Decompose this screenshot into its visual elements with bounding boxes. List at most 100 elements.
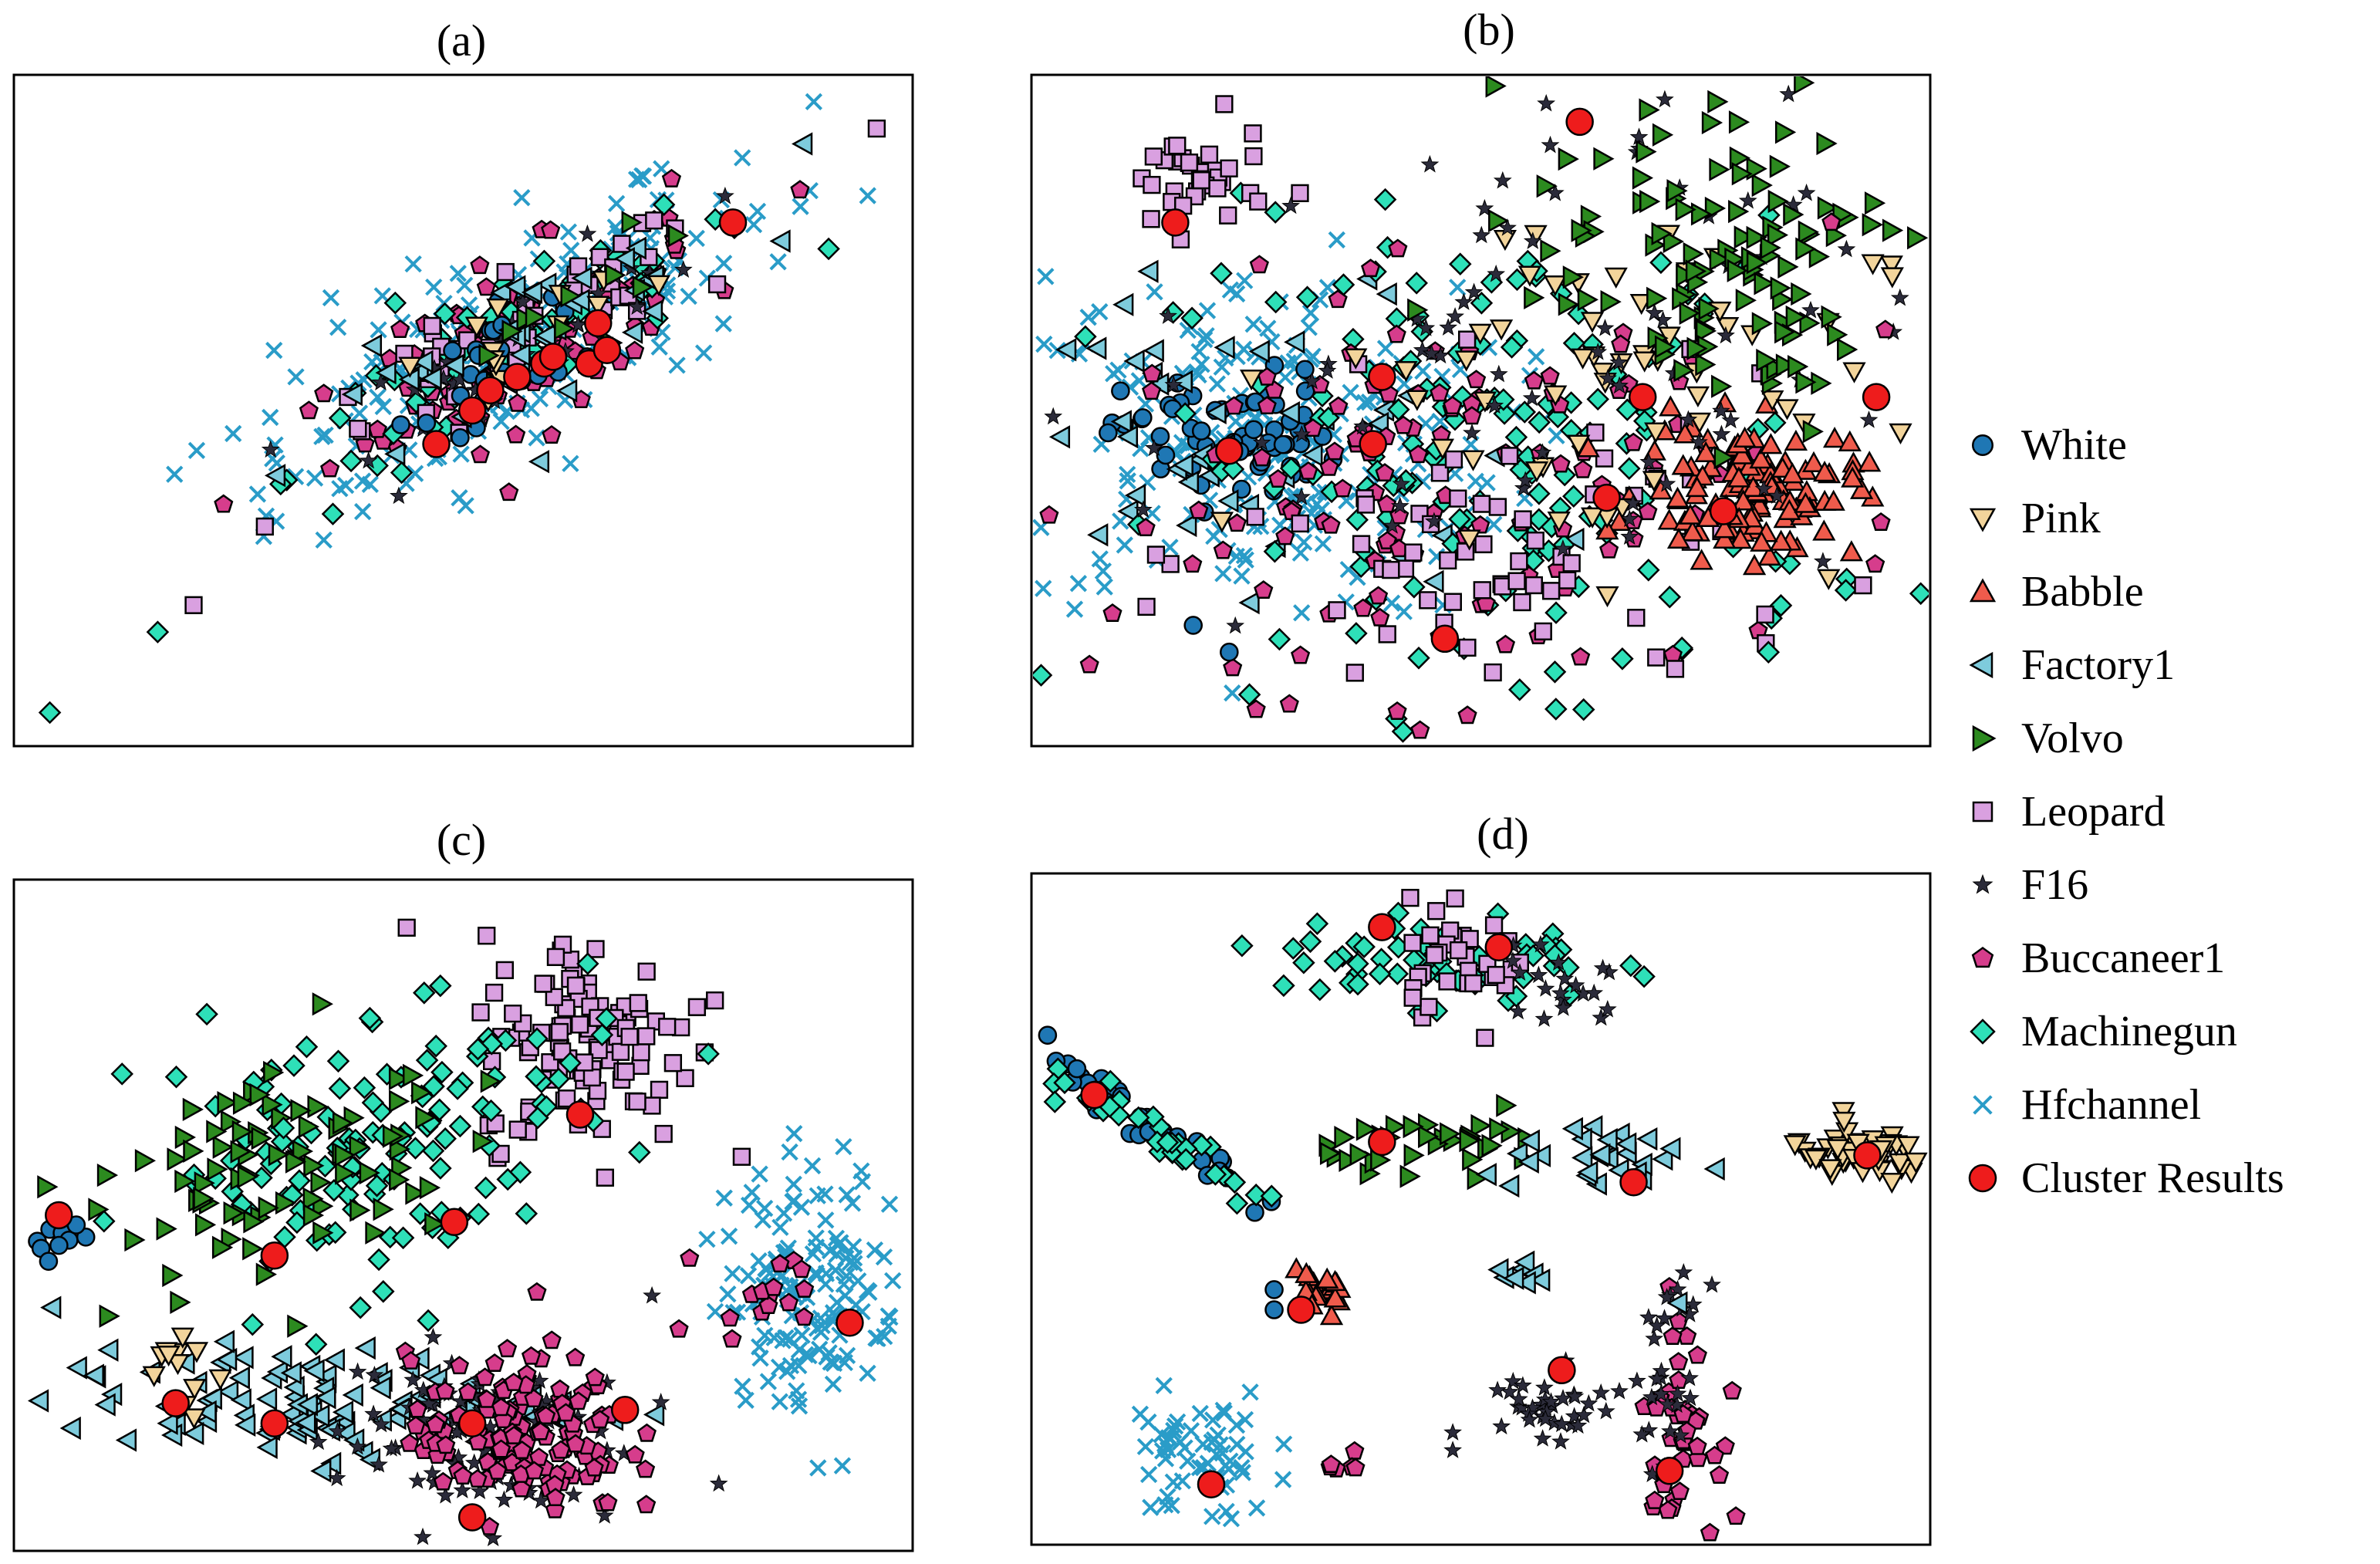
hfchannel-point [1259,319,1277,337]
legend-item-f16: F16 [1972,861,2088,909]
hfchannel-point [322,289,340,307]
volvo-point [1319,1141,1342,1166]
hfchannel-point [1274,1435,1293,1453]
buccaneer1-point [498,1339,518,1358]
machinegun-point [547,1067,570,1091]
babble-point [1295,1262,1318,1283]
legend-item-buccaneer1: Buccaneer1 [1971,934,2225,982]
hfchannel-point [1227,413,1244,431]
buccaneer1-point [1375,463,1395,482]
buccaneer1-point [475,1367,495,1387]
machinegun-point [1513,400,1537,424]
machinegun-point [326,1049,350,1073]
hfchannel-point [262,408,279,427]
machinegun-point [1264,290,1288,314]
machinegun-point [1611,647,1634,671]
pink-point [1817,569,1841,590]
factory1-point [310,1459,332,1483]
factory1-point [1514,1250,1535,1274]
pink-point [170,1327,194,1349]
machinegun-point [391,1226,415,1250]
babble-point [1690,549,1713,570]
cluster-result-point [1359,430,1387,458]
volvo-point [560,284,582,308]
babble-point [1812,461,1837,482]
buccaneer1-point [770,1254,790,1273]
hfchannel-point [1139,1465,1158,1484]
factory1-point [509,343,531,367]
cluster-result-point [1862,383,1891,411]
buccaneer1-point [545,1488,565,1507]
pink-point [586,296,610,317]
hfchannel-point [1241,1383,1259,1401]
f16-point [1721,410,1740,429]
hfchannel-point [751,1349,769,1367]
volvo-point [1816,131,1838,156]
leopard-point [508,1120,527,1139]
cluster-result-point [565,1100,595,1129]
hfchannel-point [680,287,697,306]
buccaneer1-point [541,220,561,239]
f16-point [1656,90,1674,108]
hfchannel-point [1235,546,1254,565]
white-point [1133,408,1153,427]
hfchannel-point [1236,1410,1254,1429]
hfchannel-point [1079,308,1097,326]
leopard-point [1180,153,1199,172]
volvo-point [1701,110,1723,135]
hfchannel-point [812,1323,830,1341]
legend-marker-pink [1969,508,1997,532]
f16-point [1712,401,1730,419]
pink-point [1567,434,1591,456]
hfchannel-point [1395,603,1413,620]
cluster-result-point [1592,483,1621,512]
legend-label: Cluster Results [2021,1154,2284,1202]
buccaneer1-point [1223,657,1243,677]
pink-point [1461,450,1485,471]
cluster-result-point [1709,497,1738,525]
factory1-point [1117,499,1139,523]
volvo-point [310,1170,332,1194]
legend-item-cluster-results: Cluster Results [1968,1154,2284,1202]
leopard-point [534,975,552,993]
factory1-point [1577,1160,1598,1184]
f16-point [1592,1008,1611,1026]
legend-item-leopard: Leopard [1972,788,2166,836]
buccaneer1-point [565,1347,586,1366]
hfchannel-point [875,1248,893,1266]
factory1-point [217,1380,239,1404]
hfchannel-point [796,1346,815,1363]
factory1-point [235,1413,256,1437]
volvo-point [1760,235,1781,260]
cluster-result-point [610,1396,640,1424]
leopard-point [1328,601,1346,620]
cluster-result-point [422,430,451,458]
hfchannel-point [1274,1471,1292,1488]
f16-point [403,1370,423,1388]
leopard-point [552,1042,572,1061]
cluster-result-point [457,1503,487,1532]
f16-point [1620,527,1639,545]
hfchannel-point [406,464,424,482]
factory1-point [490,281,511,305]
volvo-point [1751,312,1773,336]
f16-point [1890,288,1909,306]
cluster-result-point [1368,363,1396,391]
f16-point [359,451,378,469]
hfchannel-point [1095,578,1113,596]
f16-point [1568,1416,1588,1434]
buccaneer1-point [531,1421,551,1441]
f16-point [1555,969,1575,987]
factory1-point [1367,411,1389,436]
leopard-point [629,994,647,1012]
f16-point [1679,410,1698,428]
leopard-point [423,316,441,336]
factory1-point [83,1363,104,1387]
pink-point [1544,385,1568,407]
machinegun-point [430,1060,454,1084]
hfchannel-point [248,485,267,503]
volvo-point [1727,258,1748,282]
buccaneer1-point [585,1367,605,1387]
machinegun-point [525,1065,548,1088]
